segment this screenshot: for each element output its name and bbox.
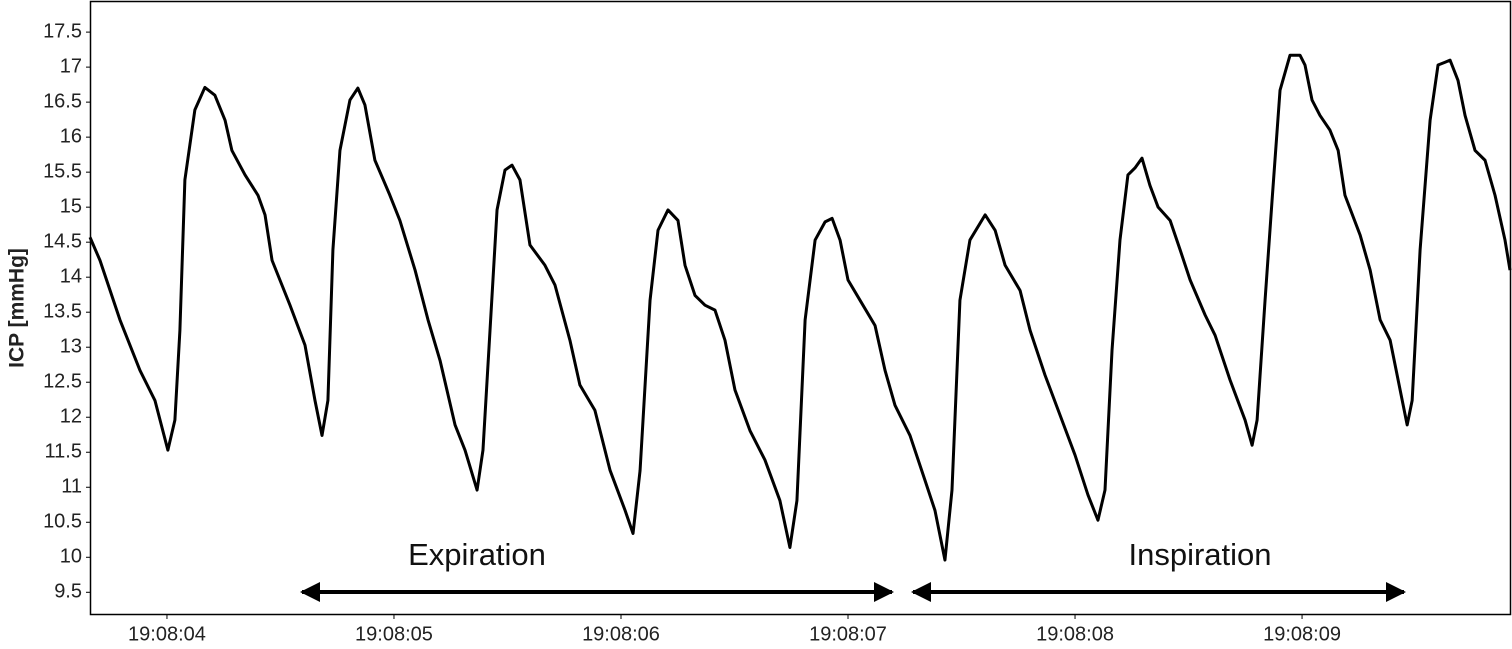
- y-tick-label: 11: [61, 476, 82, 498]
- y-tick-label: 10: [60, 546, 82, 568]
- x-tick-label: 19:08:04: [128, 623, 206, 645]
- y-tick-label: 17: [60, 55, 82, 77]
- y-tick-label: 14.5: [43, 230, 82, 252]
- y-tick-label: 13.5: [43, 300, 82, 322]
- y-tick-label: 10.5: [43, 511, 82, 533]
- x-tick-label: 19:08:08: [1036, 623, 1114, 645]
- icp-line: [88, 53, 1512, 562]
- y-tick-label: 15.5: [43, 160, 82, 182]
- y-tick-label: 16: [60, 125, 82, 147]
- y-tick-label: 16.5: [43, 90, 82, 112]
- x-tick-label: 19:08:06: [582, 623, 660, 645]
- y-tick-label: 17.5: [43, 20, 82, 42]
- y-tick-label: 14: [60, 265, 82, 287]
- y-tick-label: 12: [60, 406, 82, 428]
- x-tick-label: 19:08:07: [809, 623, 887, 645]
- annotation: Inspiration: [1128, 537, 1271, 572]
- y-tick-label: 11.5: [45, 441, 82, 463]
- y-axis-title: ICP [mmHg]: [6, 248, 29, 368]
- y-tick-label: 9.5: [54, 581, 82, 603]
- y-tick-label: 13: [60, 335, 82, 357]
- plot-frame: [89, 0, 1512, 616]
- x-tick-label: 19:08:09: [1263, 623, 1341, 645]
- annotation: Expiration: [408, 537, 546, 572]
- y-tick-label: 12.5: [43, 371, 82, 393]
- y-tick-label: 15: [60, 195, 82, 217]
- x-tick-label: 19:08:05: [355, 623, 433, 645]
